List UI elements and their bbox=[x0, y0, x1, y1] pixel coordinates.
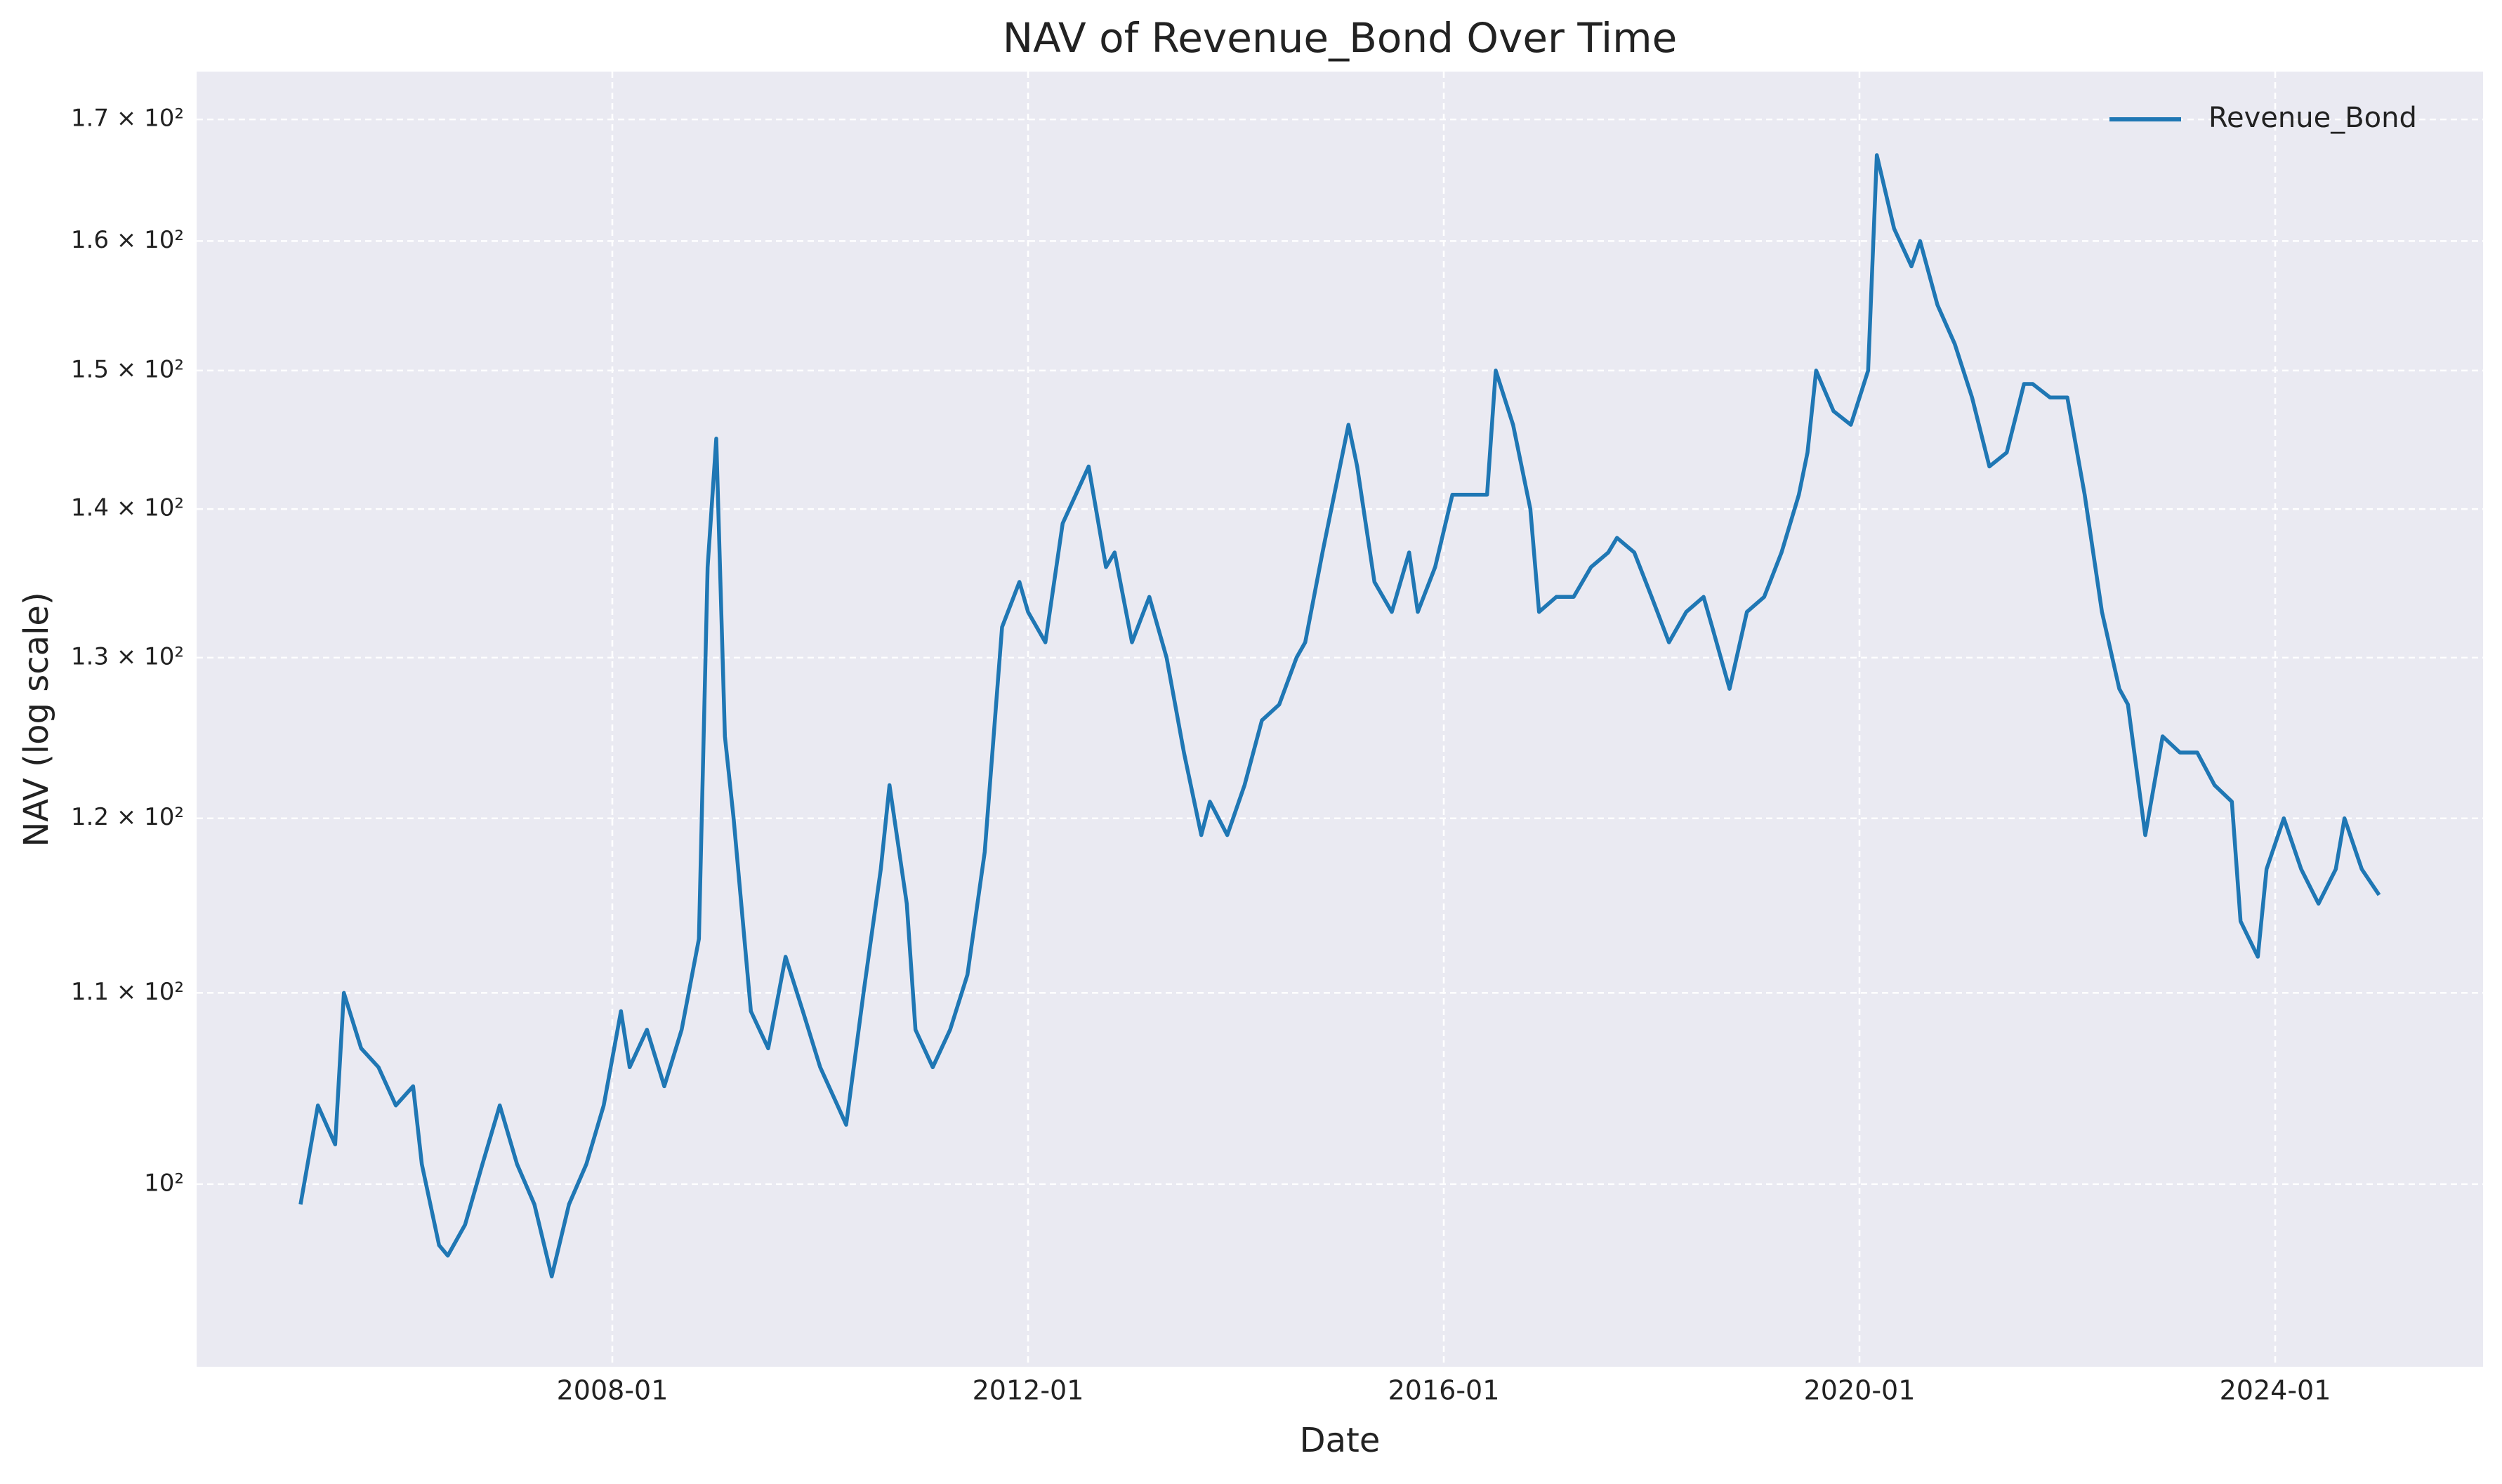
legend-label: Revenue_Bond bbox=[2208, 102, 2417, 134]
y-tick-label: 1.3 × 10² bbox=[71, 642, 184, 670]
data-line bbox=[298, 153, 2381, 1279]
x-tick-label: 2024-01 bbox=[2220, 1375, 2331, 1406]
chart-title: NAV of Revenue_Bond Over Time bbox=[1003, 14, 1678, 62]
y-axis-label: NAV (log scale) bbox=[17, 592, 56, 847]
y-tick-label: 1.7 × 10² bbox=[71, 105, 184, 133]
x-tick-label: 2016-01 bbox=[1388, 1375, 1500, 1406]
y-tick-label: 1.4 × 10² bbox=[71, 494, 184, 522]
y-tick-label: 1.6 × 10² bbox=[71, 226, 184, 254]
y-tick-label: 1.5 × 10² bbox=[71, 355, 184, 383]
y-tick-label: 10² bbox=[144, 1169, 184, 1197]
x-tick-label: 2012-01 bbox=[973, 1375, 1084, 1406]
y-tick-label: 1.2 × 10² bbox=[71, 803, 184, 831]
x-tick-label: 2008-01 bbox=[557, 1375, 669, 1406]
plot-area bbox=[197, 72, 2483, 1367]
x-axis-label: Date bbox=[1300, 1421, 1381, 1460]
y-tick-label: 1.1 × 10² bbox=[71, 978, 184, 1006]
x-tick-label: 2020-01 bbox=[1804, 1375, 1916, 1406]
